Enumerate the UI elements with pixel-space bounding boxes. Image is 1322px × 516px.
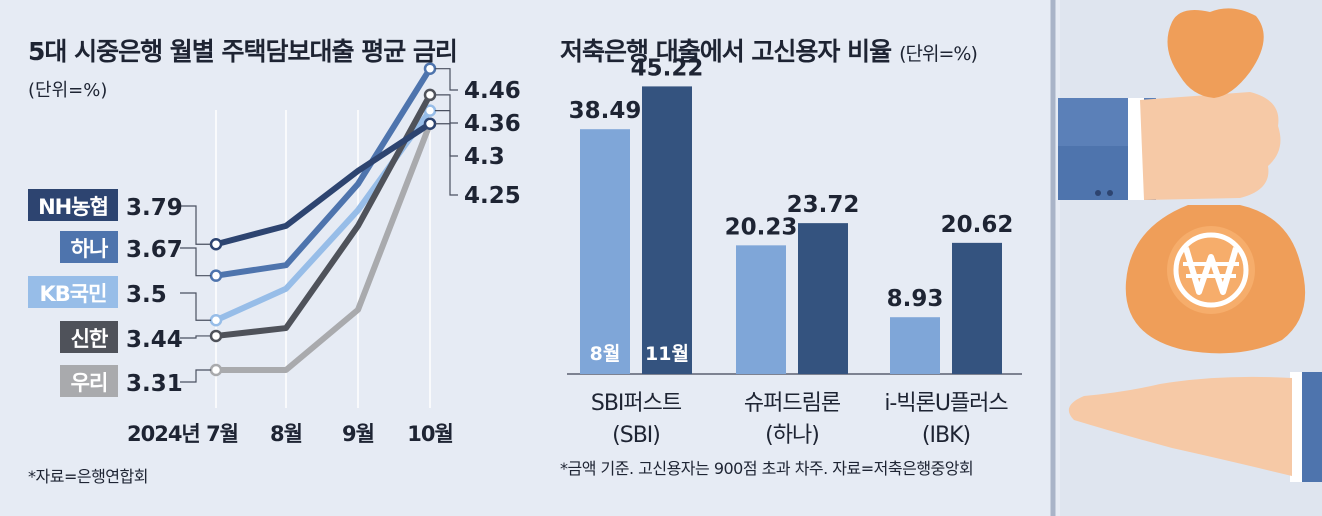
line-chart-source: *자료=은행연합회 xyxy=(28,467,148,486)
bar-series-label-1: 11월 xyxy=(645,343,689,365)
start-value-3: 3.44 xyxy=(126,327,183,353)
line-chart-leader-lines xyxy=(180,68,458,383)
money-bag-top-icon xyxy=(1167,8,1264,98)
bar-0-0 xyxy=(580,129,630,374)
line-chart-start-labels: 3.79 3.67 3.5 3.44 3.31 xyxy=(126,195,183,397)
category-label-0-0: SBI퍼스트 xyxy=(591,391,682,416)
start-value-0: 3.79 xyxy=(126,195,183,221)
start-value-1: 3.67 xyxy=(126,237,183,263)
bar-value-1-1: 23.72 xyxy=(787,192,860,218)
start-value-2: 3.5 xyxy=(126,282,167,308)
bar-value-2-0: 8.93 xyxy=(887,286,944,312)
upper-hand-icon xyxy=(1140,92,1281,200)
bar-chart-title-group: 저축은행 대출에서 고신용자 비율 (단위=%) xyxy=(560,37,977,66)
bar-1-1 xyxy=(798,223,848,374)
line-chart-series xyxy=(209,62,437,377)
series-line-1 xyxy=(213,65,433,279)
x-tick-label-2: 9월 xyxy=(342,422,374,446)
line-chart-unit: (단위=%) xyxy=(28,80,107,101)
bar-chart-note: *금액 기준. 고신용자는 900점 초과 차주. 자료=저축은행중앙회 xyxy=(560,459,973,478)
end-leader-0 xyxy=(435,68,458,91)
bar-value-0-0: 38.49 xyxy=(569,98,642,124)
lower-hand-icon xyxy=(1068,376,1292,476)
bar-0-1 xyxy=(642,86,692,374)
end-value-0: 4.46 xyxy=(464,78,521,104)
end-value-2: 4.3 xyxy=(464,144,505,170)
start-leader-2 xyxy=(180,292,211,321)
legend-label-2: KB국민 xyxy=(40,282,107,306)
bar-chart-title: 저축은행 대출에서 고신용자 비율 xyxy=(560,37,892,66)
series-line-4 xyxy=(213,120,433,373)
bar-value-1-0: 20.23 xyxy=(725,214,798,240)
x-tick-label-3: 10월 xyxy=(407,422,453,446)
line-chart-title: 5대 시중은행 월별 주택담보대출 평균 금리 xyxy=(28,37,457,66)
legend-label-4: 우리 xyxy=(71,371,108,395)
bar-chart-categories: SBI퍼스트 (SBI) 슈퍼드림론 (하나) i-빅론U플러스 (IBK) xyxy=(591,391,1010,448)
series-point-1-0 xyxy=(209,269,223,282)
category-label-2-1: (IBK) xyxy=(922,423,970,448)
legend-box-0 xyxy=(28,189,118,221)
bar-chart: 저축은행 대출에서 고신용자 비율 (단위=%) 38.49 8월 45.22 11월 2… xyxy=(560,37,1022,478)
end-leader-3 xyxy=(435,123,458,196)
series-point-3-0 xyxy=(209,329,223,343)
end-value-1: 4.36 xyxy=(464,111,521,137)
legend-box-4 xyxy=(60,365,118,397)
series-line-0 xyxy=(213,120,433,248)
category-label-1-1: (하나) xyxy=(765,423,819,448)
bar-2-0 xyxy=(890,317,940,374)
series-point-4-0 xyxy=(209,363,223,377)
legend-label-3: 신한 xyxy=(71,327,108,351)
start-leader-1 xyxy=(180,247,211,277)
start-value-4: 3.31 xyxy=(126,371,183,397)
series-point-1-3 xyxy=(423,62,437,75)
bar-2-1 xyxy=(952,242,1002,374)
bar-1-0 xyxy=(736,245,786,374)
bar-value-0-1: 45.22 xyxy=(631,55,704,81)
bar-chart-unit: (단위=%) xyxy=(899,43,977,65)
legend-label-0: NH농협 xyxy=(38,195,108,219)
series-line-3 xyxy=(213,91,433,339)
bar-series-label-0: 8월 xyxy=(590,343,621,365)
category-label-2-0: i-빅론U플러스 xyxy=(884,391,1008,416)
x-tick-label-1: 8월 xyxy=(270,422,302,446)
lower-sleeve-icon xyxy=(1290,372,1322,482)
money-bag-illustration xyxy=(1058,0,1322,516)
series-point-2-0 xyxy=(209,313,223,327)
end-value-3: 4.25 xyxy=(464,183,521,209)
won-coin-icon xyxy=(1167,226,1255,314)
line-chart-x-axis: 2024년 7월 8월 9월 10월 xyxy=(127,422,454,446)
end-leader-1 xyxy=(435,94,458,124)
series-point-0-3 xyxy=(423,117,437,130)
start-leader-4 xyxy=(180,369,211,383)
line-chart-gridlines xyxy=(215,110,431,408)
bar-value-2-1: 20.62 xyxy=(941,212,1014,238)
start-leader-0 xyxy=(180,205,211,245)
x-tick-label-0: 2024년 7월 xyxy=(127,422,238,446)
legend-box-2 xyxy=(28,276,118,308)
series-point-0-0 xyxy=(209,237,223,251)
upper-sleeve-icon xyxy=(1058,98,1156,200)
category-label-0-1: (SBI) xyxy=(612,423,660,448)
category-label-1-0: 슈퍼드림론 xyxy=(744,391,841,416)
legend-box-3 xyxy=(60,321,118,353)
legend-box-1 xyxy=(60,231,118,263)
start-leader-3 xyxy=(180,335,211,339)
line-chart-end-labels: 4.46 4.36 4.3 4.25 xyxy=(464,78,521,209)
series-point-3-3 xyxy=(423,88,437,102)
legend-label-1: 하나 xyxy=(71,237,109,261)
